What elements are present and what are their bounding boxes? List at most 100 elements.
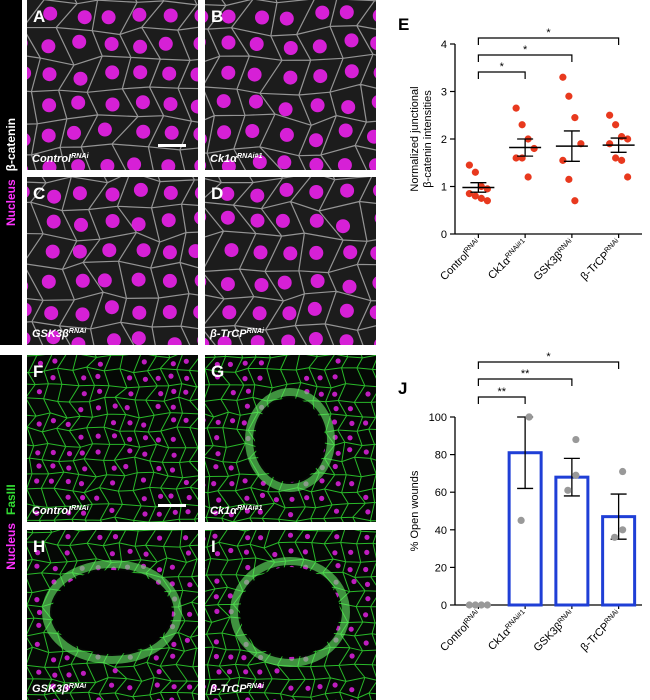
micrograph [27,530,198,700]
panel-caption-sup: RNAi#1 [237,152,262,160]
x-tick-label-sup: RNAi#1 [504,237,527,260]
y-tick-label: 40 [435,525,447,537]
wound [240,567,340,657]
significance-bracket [477,378,573,386]
side-label-part: FasIII [4,484,18,515]
panel-caption: GSK3βRNAi [32,327,87,340]
nuclei [205,182,376,345]
panel-caption: Ck1αRNAi#1 [210,152,262,165]
significance-label: ** [497,386,506,398]
y-axis-label: % Open wounds [409,470,421,551]
micrograph [205,177,376,345]
data-point [606,111,614,119]
panel-letter: C [33,184,45,203]
error-bar [563,130,580,162]
y-axis-label: β-catenin intensities [422,90,434,188]
micrograph [205,530,376,700]
x-tick-label-main: GSK3β [531,249,565,283]
significance-bracket [477,361,620,369]
micrograph [205,0,376,170]
error-bar [470,182,487,193]
panel-caption: β-TrCPRNAi [209,682,265,695]
x-tick-label: β-TrCPRNAi [578,237,624,283]
significance-label: ** [521,368,530,380]
nuclei [27,182,198,345]
cell-mesh [205,177,376,345]
panel-caption-main: Ck1α [210,505,238,517]
micrograph [27,177,198,345]
side-label: Nucleus FasIII [4,484,18,569]
data-point [619,467,627,476]
data-point [618,156,626,164]
x-tick-label: Ck1αRNAi#1 [485,608,530,653]
panel-caption-main: β-TrCP [209,328,247,340]
panel-letter: H [33,537,45,556]
panel-caption-sup: RNAi [247,682,265,690]
data-point [565,92,573,100]
x-tick-label: ControlRNAi [437,237,483,283]
significance-bracket [477,396,526,404]
data-point [477,601,485,609]
panel-letter: G [211,362,224,381]
y-tick-label: 100 [429,412,447,424]
panel-caption-sup: RNAi#1 [237,504,262,512]
error-bar [610,137,627,153]
data-point [612,121,620,129]
data-point [517,516,525,525]
significance-label: * [500,61,505,73]
x-tick-label: ControlRNAi [437,608,483,654]
panel-caption: ControlRNAi [32,504,90,517]
x-tick-label: Ck1αRNAi#1 [485,237,530,282]
data-point [572,435,580,444]
cell-mesh [27,0,198,170]
x-tick-label-main: GSK3β [531,620,565,654]
y-tick-label: 0 [441,229,447,241]
x-tick-label: GSK3βRNAi [531,237,578,284]
side-label: Nucleus β-catenin [4,118,18,226]
panel-caption: ControlRNAi [32,152,90,165]
data-point [606,140,614,148]
y-axis-label: Normalized junctional [409,86,421,191]
micrograph [27,0,198,170]
side-label-part: Nucleus [4,523,18,570]
side-label-part: Nucleus [4,179,18,226]
data-point [619,526,627,534]
panel-caption-sup: RNAi [69,327,87,335]
micrograph [27,355,198,522]
panel-caption-sup: RNAi [71,152,89,160]
side-label-part: β-catenin [4,118,18,171]
cell-mesh [27,177,198,345]
data-point [559,73,567,81]
y-tick-label: 2 [441,134,447,146]
panel-caption-sup: RNAi [247,327,265,335]
micrograph-bg [27,0,198,170]
data-point [512,104,520,112]
data-point [525,413,533,421]
data-point [524,173,532,181]
significance-bracket [477,71,526,79]
data-point [565,175,573,183]
significance-bracket [477,54,573,62]
y-tick-label: 80 [435,450,447,462]
x-tick-label-sup: RNAi [556,237,574,255]
error-bar [563,457,580,497]
side-strip [0,0,22,345]
micrograph [205,355,376,522]
panel-letter: F [33,362,43,381]
panel-caption-main: GSK3β [32,683,69,695]
x-tick-label-main: β-TrCP [579,620,612,653]
panel-caption-main: GSK3β [32,328,69,340]
x-tick-label-sup: RNAi [603,608,621,626]
significance-bracket [477,37,620,45]
x-tick-label: β-TrCPRNAi [578,608,624,654]
x-tick-label-sup: RNAi [603,237,621,255]
data-point [471,168,479,176]
wound-rim [245,388,335,492]
nuclei [205,532,371,700]
panel-caption-main: Ck1α [210,153,238,165]
data-point [483,197,491,205]
y-tick-label: 20 [435,562,447,574]
error-bar [517,138,534,157]
cell-mesh [27,355,198,522]
